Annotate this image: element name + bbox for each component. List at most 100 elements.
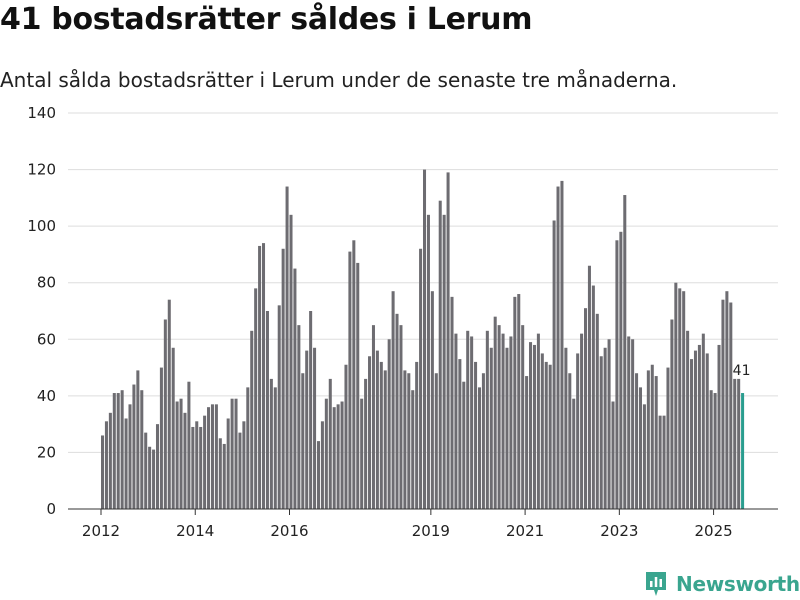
bar — [733, 378, 737, 509]
bar — [658, 415, 662, 509]
bar — [340, 401, 344, 509]
bar — [686, 330, 690, 509]
bar — [391, 291, 395, 509]
bar — [642, 404, 646, 509]
bar — [332, 407, 336, 509]
bar — [525, 376, 529, 509]
y-tick-label: 0 — [46, 500, 56, 518]
bar — [265, 311, 269, 509]
bar — [399, 325, 403, 509]
bar — [438, 200, 442, 509]
bar-latest — [741, 393, 745, 509]
bar — [423, 169, 427, 509]
bar — [313, 347, 317, 509]
bar — [254, 288, 258, 509]
bar — [493, 316, 497, 509]
x-tick-label: 2025 — [694, 522, 732, 540]
x-tick-label: 2016 — [270, 522, 308, 540]
bar — [670, 319, 674, 509]
bar — [646, 370, 650, 509]
bar — [163, 319, 167, 509]
bar — [171, 347, 175, 509]
bar — [155, 424, 160, 509]
bar — [474, 361, 478, 509]
bar — [481, 373, 485, 509]
newsworthy-logo: Newsworthy — [644, 568, 800, 600]
bar — [218, 438, 222, 509]
bar — [179, 398, 183, 509]
bar — [611, 401, 615, 509]
bar — [262, 243, 266, 510]
bar — [631, 339, 635, 509]
bar — [623, 195, 627, 509]
bar — [226, 418, 230, 509]
y-axis-tick-labels: 0 20 40 60 80 100 120 140 — [27, 104, 56, 518]
bar — [682, 291, 686, 509]
bar — [222, 443, 226, 509]
bar — [360, 398, 364, 509]
bar — [144, 432, 148, 509]
bar — [635, 373, 639, 509]
bar — [591, 285, 595, 509]
bar — [297, 325, 301, 509]
bar — [603, 347, 607, 509]
bar — [517, 294, 521, 509]
y-tick-label: 80 — [37, 274, 56, 292]
bar — [203, 415, 207, 509]
bar — [309, 311, 313, 509]
bar — [293, 268, 297, 509]
x-tick-label: 2014 — [176, 522, 214, 540]
bar — [627, 336, 631, 509]
bar — [521, 325, 525, 509]
bar — [513, 296, 517, 509]
bar — [140, 390, 144, 509]
bar — [136, 370, 140, 509]
bar — [371, 325, 375, 509]
bar — [285, 186, 289, 510]
bar — [544, 361, 548, 509]
bar — [430, 291, 434, 509]
bar — [576, 353, 580, 509]
bar — [560, 180, 564, 509]
bar — [108, 412, 112, 509]
bar — [572, 398, 576, 509]
bar — [666, 367, 670, 509]
bar — [411, 390, 415, 509]
x-tick-label: 2023 — [600, 522, 638, 540]
bar — [595, 313, 599, 509]
bar — [638, 387, 643, 509]
bar — [238, 432, 242, 509]
bar — [540, 353, 544, 509]
bar — [120, 390, 124, 509]
bar — [364, 378, 368, 509]
bar — [709, 390, 713, 509]
bar — [584, 308, 588, 509]
bar — [324, 398, 328, 509]
bar — [230, 398, 234, 509]
bar — [328, 378, 332, 509]
bar — [529, 342, 533, 509]
bar — [419, 248, 423, 509]
bar — [485, 330, 489, 509]
y-tick-label: 60 — [37, 330, 56, 348]
bar — [729, 302, 733, 509]
y-tick-label: 100 — [27, 217, 56, 235]
bar — [195, 421, 199, 509]
bar — [434, 373, 438, 509]
bar — [250, 330, 254, 509]
bar — [497, 325, 501, 509]
bar — [426, 214, 430, 509]
bar — [214, 404, 218, 509]
bar — [725, 291, 729, 509]
bar — [101, 435, 105, 509]
bar — [356, 262, 360, 509]
bar — [269, 378, 273, 509]
bar — [466, 330, 470, 509]
bar — [509, 336, 513, 509]
bar — [395, 313, 399, 509]
bar — [316, 441, 321, 509]
bar — [167, 299, 171, 509]
bar — [552, 220, 556, 510]
bar — [132, 384, 136, 509]
